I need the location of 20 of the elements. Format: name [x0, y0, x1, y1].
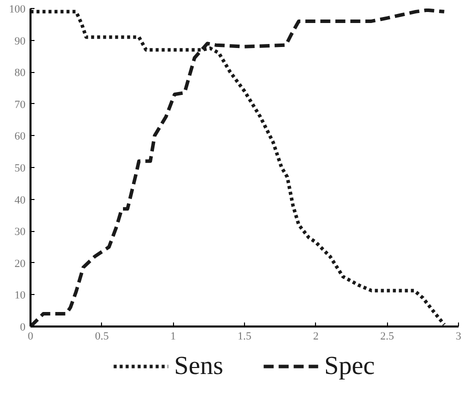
x-tick-label: 2.5 [380, 330, 395, 342]
y-tick-label: 50 [14, 162, 26, 174]
y-tick-label: 100 [9, 4, 26, 16]
x-tick-label: 2 [313, 330, 319, 342]
y-tick-label: 10 [14, 290, 26, 302]
legend-label: Sens [174, 351, 224, 381]
y-tick-label: 80 [14, 67, 26, 80]
x-tick-label: 0.5 [94, 330, 110, 342]
legend-label: Spec [324, 351, 375, 381]
x-tick-label: 1.5 [238, 330, 252, 342]
x-tick-label: 3 [456, 330, 462, 342]
y-tick-label: 30 [14, 226, 26, 238]
y-tick-label: 90 [14, 35, 26, 48]
y-tick-label: 0 [20, 322, 26, 334]
y-tick-label: 70 [14, 98, 26, 111]
x-tick-label: 1 [170, 330, 176, 342]
y-tick-label: 40 [14, 194, 26, 206]
y-tick-label: 60 [14, 130, 26, 143]
x-tick-label: 0 [28, 330, 34, 342]
y-tick-label: 20 [14, 258, 26, 270]
